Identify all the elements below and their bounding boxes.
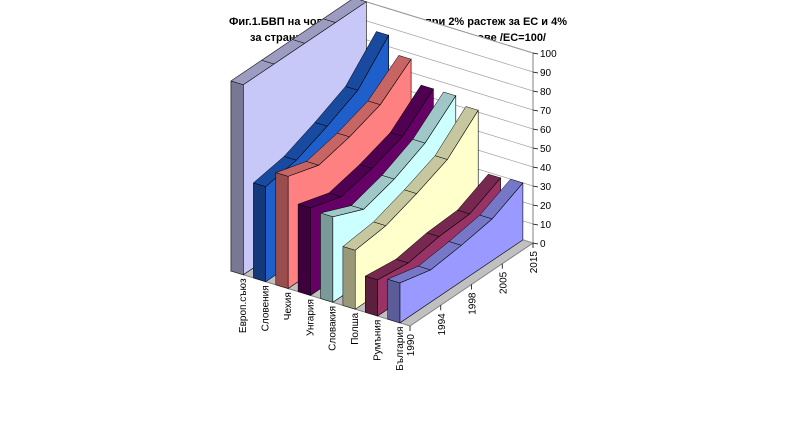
series-end-cap — [253, 182, 266, 283]
chart-series — [230, 0, 524, 324]
series-label: Унгария — [305, 299, 316, 336]
series-end-cap — [297, 203, 311, 296]
y-tick — [532, 166, 539, 169]
series-label: Полша — [350, 312, 361, 344]
chart-axes: 0 10 20 30 40 50 60 70 80 90 100 1990 1994 1998 2005 20… — [238, 49, 557, 371]
y-tick-label: 90 — [540, 68, 552, 79]
y-tick — [532, 147, 539, 150]
x-tick-label: 1998 — [468, 292, 479, 315]
y-tick-label: 60 — [540, 125, 552, 136]
x-tick-label: 2005 — [498, 271, 509, 294]
y-tick — [532, 204, 539, 207]
y-tick-label: 70 — [540, 106, 552, 117]
y-tick — [532, 223, 539, 226]
y-tick-label: 30 — [540, 182, 552, 193]
y-tick-label: 20 — [540, 201, 552, 212]
y-tick — [532, 185, 539, 188]
series-label: Европ.съюз — [238, 278, 249, 333]
series-label: Словения — [261, 285, 272, 331]
y-tick-label: 0 — [540, 239, 546, 250]
series-label: България — [395, 327, 406, 371]
series-end-cap — [230, 80, 244, 276]
y-tick-label: 10 — [540, 220, 552, 231]
y-tick — [532, 242, 539, 245]
y-tick — [532, 109, 539, 112]
x-tick-label: 1990 — [406, 334, 417, 357]
series-end-cap — [387, 278, 401, 324]
y-tick-label: 100 — [540, 49, 557, 60]
series-label: Чехия — [283, 292, 294, 320]
series-label: Румъния — [372, 320, 383, 361]
series-label: Словакия — [328, 306, 339, 351]
series-България — [386, 178, 524, 324]
y-tick-label: 50 — [540, 144, 552, 155]
series-end-cap — [320, 212, 334, 303]
x-tick-label: 1994 — [437, 313, 448, 336]
series-end-cap — [342, 246, 356, 310]
y-tick-label: 40 — [540, 163, 552, 174]
x-tick-label: 2015 — [529, 251, 540, 274]
y-tick — [532, 71, 539, 74]
series-end-cap — [365, 275, 378, 317]
y-tick-label: 80 — [540, 87, 552, 98]
series-front-face — [399, 182, 524, 324]
series-Полша — [342, 106, 479, 310]
series-end-cap — [275, 172, 289, 289]
y-tick — [532, 128, 539, 131]
y-tick — [532, 90, 539, 93]
y-tick — [532, 52, 539, 55]
